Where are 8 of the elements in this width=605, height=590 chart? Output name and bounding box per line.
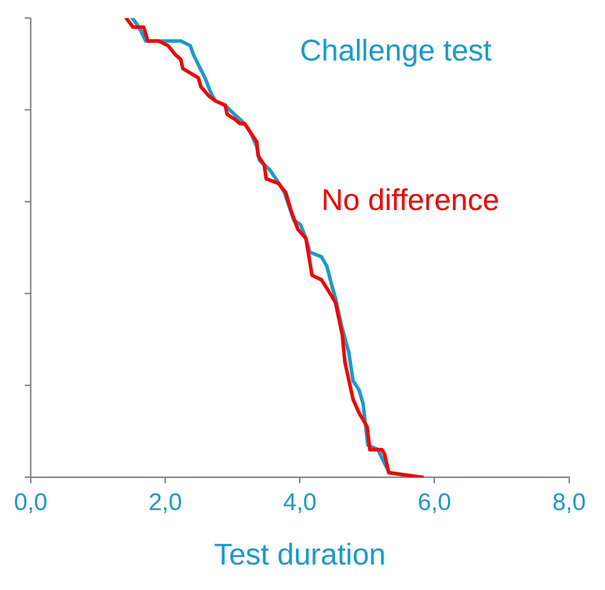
x-axis-title: Test duration	[214, 538, 386, 572]
text: Challenge test	[300, 34, 492, 68]
x-tick-label: 6,0	[418, 489, 452, 516]
series-label: No difference	[321, 184, 500, 217]
x-tick-label: 4,0	[283, 489, 317, 516]
x-tick-label: 2,0	[148, 489, 182, 516]
x-tick-label: 8,0	[552, 489, 586, 516]
x-tick-label: 0,0	[14, 489, 48, 516]
